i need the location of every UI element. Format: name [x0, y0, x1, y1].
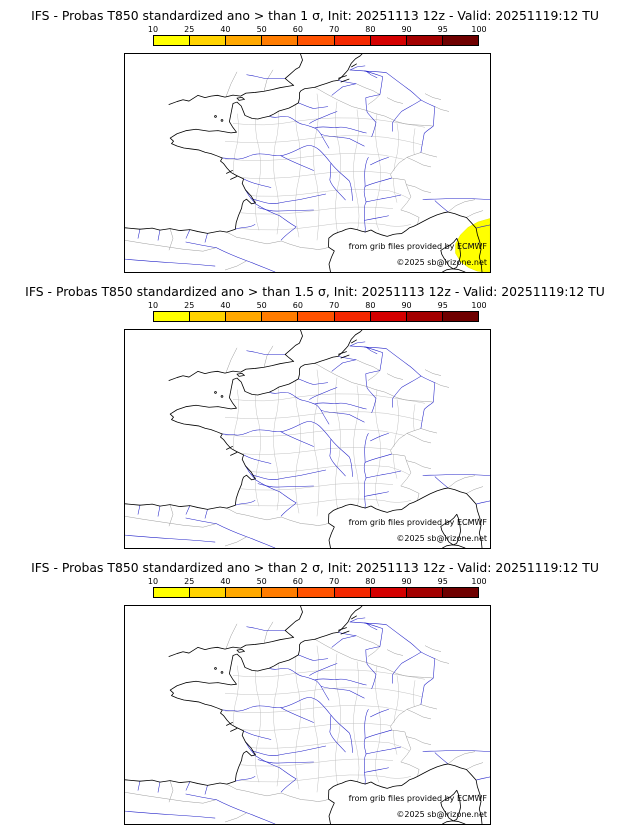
colorbar-tick-labels: 10 25 40 50 60 70 80 90 95 100 [148, 301, 487, 311]
colorbar-tick: 40 [220, 25, 231, 34]
colorbar-segment [298, 312, 335, 321]
colorbar-tick: 100 [471, 301, 487, 310]
colorbar-segment [226, 36, 263, 45]
colorbar-gradient [153, 587, 479, 598]
colorbar-tick-labels: 10 25 40 50 60 70 80 90 95 100 [148, 25, 487, 35]
colorbar-tick: 50 [256, 301, 267, 310]
colorbar-segment [442, 36, 478, 45]
map-frame: from grib files provided by ECMWF ©2025 … [124, 329, 491, 549]
colorbar-segment [334, 36, 371, 45]
colorbar-tick: 70 [329, 301, 340, 310]
france-map [125, 606, 490, 824]
colorbar-segment [154, 588, 191, 597]
colorbar-tick: 95 [437, 25, 448, 34]
colorbar-segment [298, 588, 335, 597]
colorbar-tick: 25 [184, 25, 195, 34]
colorbar-tick: 60 [292, 301, 303, 310]
map-frame: from grib files provided by ECMWF ©2025 … [124, 53, 491, 273]
colorbar-tick: 10 [147, 301, 159, 310]
colorbar-gradient [153, 311, 479, 322]
colorbar-tick: 50 [256, 25, 267, 34]
colorbar-tick: 95 [437, 577, 448, 586]
colorbar-tick-labels: 10 25 40 50 60 70 80 90 95 100 [148, 577, 487, 587]
map-frame: from grib files provided by ECMWF ©2025 … [124, 605, 491, 825]
colorbar-segment [190, 588, 227, 597]
colorbar-segment [154, 312, 191, 321]
colorbar-segment [406, 36, 443, 45]
ecmwf-credit: from grib files provided by ECMWF [348, 794, 487, 803]
colorbar-tick: 25 [184, 577, 195, 586]
copyright-credit: ©2025 sb@irizone.net [396, 534, 487, 543]
colorbar-segment [334, 588, 371, 597]
colorbar-tick: 60 [292, 577, 303, 586]
colorbar-tick: 80 [365, 577, 376, 586]
france-map [125, 54, 490, 272]
colorbar-tick: 95 [437, 301, 448, 310]
colorbar-tick: 90 [401, 25, 412, 34]
colorbar-segment [370, 36, 407, 45]
colorbar-segment [442, 588, 478, 597]
colorbar-segment [154, 36, 191, 45]
colorbar-tick: 70 [329, 577, 340, 586]
colorbar-tick: 10 [147, 577, 159, 586]
colorbar-tick: 100 [471, 25, 487, 34]
probability-colorbar: 10 25 40 50 60 70 80 90 95 100 [148, 301, 487, 322]
france-map [125, 330, 490, 548]
colorbar-segment [262, 588, 299, 597]
colorbar-tick: 100 [471, 577, 487, 586]
colorbar-segment [226, 312, 263, 321]
colorbar-segment [298, 36, 335, 45]
colorbar-tick: 90 [401, 577, 412, 586]
colorbar-tick: 50 [256, 577, 267, 586]
panel-sigma-1: IFS - Probas T850 standardized ano > tha… [0, 0, 630, 276]
panel-title: IFS - Probas T850 standardized ano > tha… [31, 8, 599, 23]
anomaly-area [455, 218, 490, 272]
panel-sigma-1-5: IFS - Probas T850 standardized ano > tha… [0, 276, 630, 552]
colorbar-segment [334, 312, 371, 321]
ecmwf-credit: from grib files provided by ECMWF [348, 242, 487, 251]
colorbar-segment [190, 312, 227, 321]
copyright-credit: ©2025 sb@irizone.net [396, 258, 487, 267]
panel-sigma-2: IFS - Probas T850 standardized ano > tha… [0, 552, 630, 828]
probability-colorbar: 10 25 40 50 60 70 80 90 95 100 [148, 25, 487, 46]
colorbar-tick: 40 [220, 577, 231, 586]
colorbar-tick: 40 [220, 301, 231, 310]
copyright-credit: ©2025 sb@irizone.net [396, 810, 487, 819]
colorbar-tick: 90 [401, 301, 412, 310]
panel-title: IFS - Probas T850 standardized ano > tha… [31, 560, 599, 575]
colorbar-tick: 10 [147, 25, 159, 34]
colorbar-segment [262, 312, 299, 321]
colorbar-segment [226, 588, 263, 597]
colorbar-segment [190, 36, 227, 45]
colorbar-segment [370, 312, 407, 321]
colorbar-segment [370, 588, 407, 597]
colorbar-segment [406, 588, 443, 597]
probability-colorbar: 10 25 40 50 60 70 80 90 95 100 [148, 577, 487, 598]
ecmwf-credit: from grib files provided by ECMWF [348, 518, 487, 527]
colorbar-segment [262, 36, 299, 45]
colorbar-tick: 80 [365, 25, 376, 34]
colorbar-tick: 80 [365, 301, 376, 310]
panel-title: IFS - Probas T850 standardized ano > tha… [25, 284, 605, 299]
colorbar-segment [406, 312, 443, 321]
colorbar-gradient [153, 35, 479, 46]
colorbar-tick: 60 [292, 25, 303, 34]
colorbar-segment [442, 312, 478, 321]
colorbar-tick: 25 [184, 301, 195, 310]
colorbar-tick: 70 [329, 25, 340, 34]
